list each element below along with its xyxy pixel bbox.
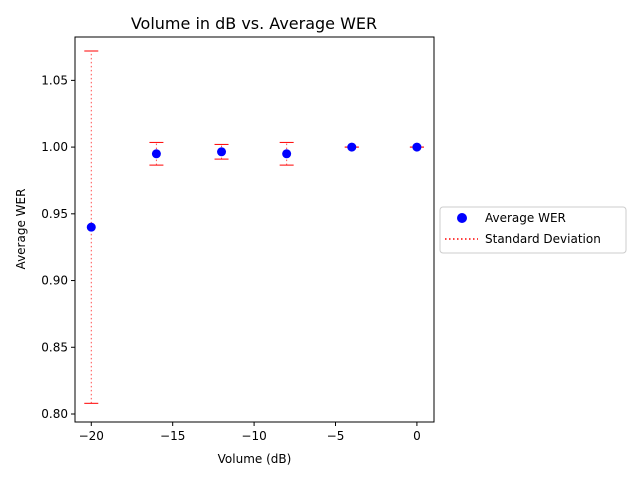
x-tick-label: −10 <box>241 429 266 443</box>
legend-frame <box>439 206 627 254</box>
legend: Average WER Standard Deviation <box>439 206 627 254</box>
chart-title: Volume in dB vs. Average WER <box>131 14 377 33</box>
legend-label-standard-deviation: Standard Deviation <box>485 232 601 246</box>
data-point <box>151 149 161 159</box>
legend-label-average-wer: Average WER <box>485 211 566 225</box>
y-tick-label: 0.85 <box>41 340 68 354</box>
x-tick-label: −20 <box>79 429 104 443</box>
y-axis-label: Average WER <box>14 189 28 270</box>
x-axis: −20 −15 −10 −5 0 <box>79 422 421 443</box>
data-point <box>347 142 357 152</box>
x-axis-label: Volume (dB) <box>218 452 292 466</box>
data-point <box>282 149 292 159</box>
y-tick-label: 0.80 <box>41 407 68 421</box>
y-axis: 0.80 0.85 0.90 0.95 1.00 1.05 <box>41 73 75 421</box>
plot-frame <box>74 36 435 423</box>
plot-area <box>84 50 424 404</box>
y-tick-label: 1.00 <box>41 140 68 154</box>
y-tick-label: 0.95 <box>41 207 68 221</box>
x-tick-label: −5 <box>327 429 345 443</box>
data-point <box>217 147 227 157</box>
x-tick-label: 0 <box>413 429 421 443</box>
data-point <box>412 142 422 152</box>
y-tick-label: 0.90 <box>41 274 68 288</box>
y-tick-label: 1.05 <box>41 73 68 87</box>
x-tick-label: −15 <box>160 429 185 443</box>
legend-marker-average-wer <box>457 213 467 223</box>
data-point <box>86 222 96 232</box>
